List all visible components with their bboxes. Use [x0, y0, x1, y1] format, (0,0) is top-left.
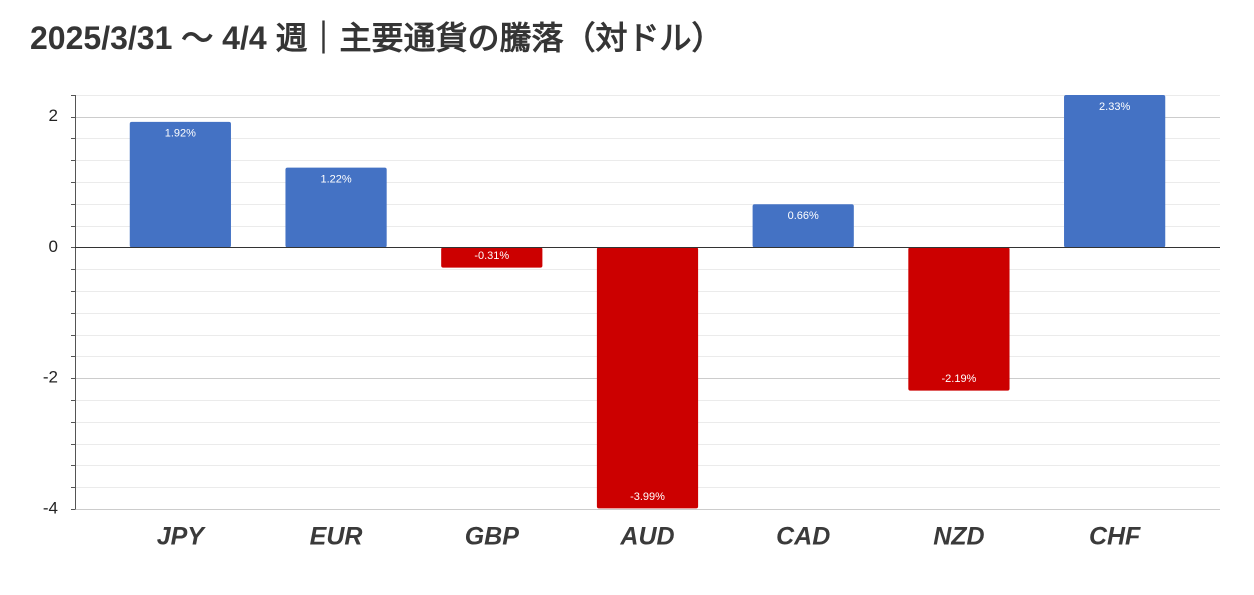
data-label-jpy: 1.92%: [165, 128, 196, 140]
data-label-gbp: -0.31%: [474, 250, 509, 262]
x-tick-label-jpy: JPY: [157, 523, 207, 551]
bar-gbp: [441, 247, 543, 268]
x-tick-label-chf: CHF: [1089, 523, 1141, 551]
bar-nzd: [908, 247, 1010, 391]
y-tick-label: 2: [49, 106, 58, 125]
x-tick-label-aud: AUD: [619, 523, 674, 551]
bars: [75, 95, 1220, 509]
bar-cad: [752, 204, 854, 248]
x-tick-label-gbp: GBP: [465, 523, 520, 551]
x-tick-label-cad: CAD: [776, 523, 830, 551]
bar-jpy: [129, 121, 231, 248]
data-label-eur: 1.22%: [320, 174, 351, 186]
data-label-cad: 0.66%: [788, 210, 819, 222]
x-tick-label-nzd: NZD: [933, 523, 984, 551]
y-tick-label: -4: [43, 498, 58, 517]
x-tick-label-eur: EUR: [310, 523, 363, 551]
data-label-nzd: -2.19%: [941, 373, 976, 385]
chart-title: 2025/3/31 〜 4/4 週｜主要通貨の騰落（対ドル）: [30, 20, 724, 56]
data-label-aud: -3.99%: [630, 491, 665, 503]
labels: 2 0 -2 -4 1.92% JPY 1.22% EUR -0.31% GBP -3.99% AUD…: [43, 101, 1141, 551]
bar-aud: [596, 247, 699, 509]
bar-eur: [285, 167, 387, 248]
data-label-chf: 2.33%: [1099, 101, 1130, 113]
y-tick-label: -2: [43, 368, 58, 387]
y-tick-label: 0: [49, 237, 58, 256]
axes: [71, 95, 76, 510]
bar-chf: [1064, 95, 1166, 248]
